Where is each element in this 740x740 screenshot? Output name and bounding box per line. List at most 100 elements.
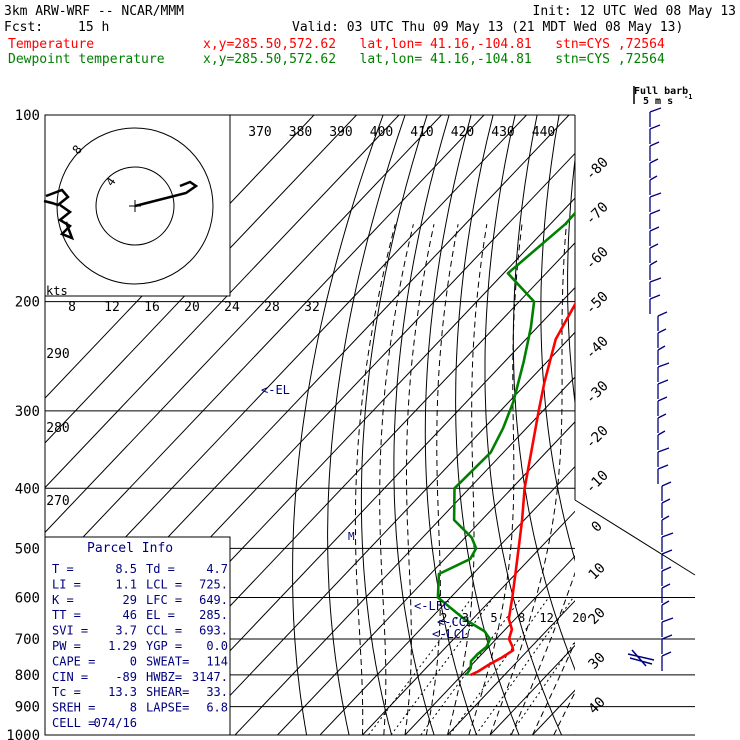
wind-barb [657,379,669,399]
wind-barb [649,260,658,280]
hodograph-speed-label: 8 [68,300,76,315]
hodograph-speed-label: 16 [144,300,160,315]
parcel-param-value: 114 [206,654,228,668]
barb-legend-units-sup: -1 [684,93,692,101]
wind-barb [657,345,666,365]
dry-adiabat [360,115,428,735]
forecast-value: 15 h [78,20,110,35]
dry-adiabat [393,115,450,735]
wind-barb [661,515,670,535]
isotherm-line [45,115,442,534]
isotherm-line [45,115,400,489]
theta-label: 270 [46,494,69,509]
moist-adiabat [489,224,567,735]
moist-adiabat [379,224,414,735]
wind-barb [649,209,661,229]
barb-legend-units: 5 m s [643,96,673,107]
dry-adiabat [512,115,575,672]
forecast-label: Fcst: [4,20,44,35]
hodograph-speed-label: 20 [184,300,200,315]
lfc-marker: <-LFC [414,599,450,613]
dry-adiabat [484,115,563,735]
hodograph-units-label: kts [46,284,68,298]
isotherm-line [362,510,575,735]
valid-time: Valid: 03 UTC Thu 09 May 13 (21 MDT Wed … [292,20,684,35]
isotherm-line [277,421,575,735]
parcel-param-value: 46 [123,608,137,622]
wind-barb [649,226,660,246]
dry-adiabat [455,115,520,735]
parcel-param-name: CCL = [146,624,182,638]
pressure-tick-label: 300 [15,404,40,420]
wind-barb [661,498,671,518]
theta-label: 370 [248,125,271,140]
parcel-param-value: 0 [130,654,137,668]
parcel-param-value: 29 [123,593,137,607]
mixing-ratio-line [390,597,494,735]
wind-barb [661,617,674,637]
dry-adiabat [567,155,575,407]
init-time: Init: 12 UTC Wed 08 May 13 [532,4,737,19]
theta-label: 280 [46,421,69,436]
wind-barb [657,430,666,450]
parcel-param-name: T = [52,562,74,576]
parcel-param-value: -89 [115,670,137,684]
parcel-param-value: 725. [199,577,228,591]
mixing-ratio-label: 2 [440,611,447,625]
isotherm-line [45,115,485,578]
pressure-tick-label: 200 [15,295,40,311]
wind-barb [657,464,669,484]
parcel-param-value: 1.29 [108,639,137,653]
moist-adiabat [354,224,396,735]
parcel-param-name: LCL = [146,577,182,591]
wind-barb [657,396,668,416]
wind-barb [661,549,673,569]
theta-label: 390 [329,125,352,140]
parcel-param-value: 3.7 [115,624,137,638]
parcel-param-name: SREH = [52,701,95,715]
isotherm-line [234,376,575,735]
wind-barb [661,600,670,620]
wind-barb [661,583,671,603]
hodograph-ring-outer [56,127,214,285]
parcel-param-value: 3147. [192,670,228,684]
wind-barb [661,634,673,654]
parcel-param-name: CIN = [52,670,88,684]
isotherm-line [45,115,527,623]
parcel-param-name: SHEAR= [146,685,189,699]
mixing-ratio-label: 8 [518,611,525,625]
isotherm-line [319,465,575,735]
isotherm-line [192,331,575,735]
parcel-param-name: LAPSE= [146,701,189,715]
dewpoint-profile [436,211,575,676]
hodograph-speed-label: 28 [264,300,280,315]
pressure-tick-label: 700 [15,632,40,648]
moist-adiabat [468,224,523,735]
wind-barb [649,175,658,195]
wind-barb [649,158,659,178]
isotherm-line [447,600,575,735]
dry-adiabat [292,115,384,735]
theta-label: 400 [370,125,393,140]
isotherm-line [149,286,575,735]
pressure-tick-label: 800 [15,668,40,684]
parcel-param-value: 8 [130,701,137,715]
theta-label: 430 [491,125,514,140]
parcel-param-name: TT = [52,608,81,622]
mixing-ratio-label: 5 [490,611,497,625]
dry-adiabats [292,115,575,735]
parcel-param-value: 13.3 [108,685,137,699]
theta-label: 440 [532,125,555,140]
parcel-param-name: Tc = [52,685,81,699]
el-marker: <-EL [261,383,290,397]
m-marker: M [348,530,355,543]
wind-barb [657,447,670,467]
pressure-tick-label: 400 [15,481,40,497]
dewpoint-label: Dewpoint temperature [8,52,165,67]
temperature-profile [470,301,575,677]
pressure-tick-label: 500 [15,541,40,557]
dry-adiabat [424,115,478,735]
